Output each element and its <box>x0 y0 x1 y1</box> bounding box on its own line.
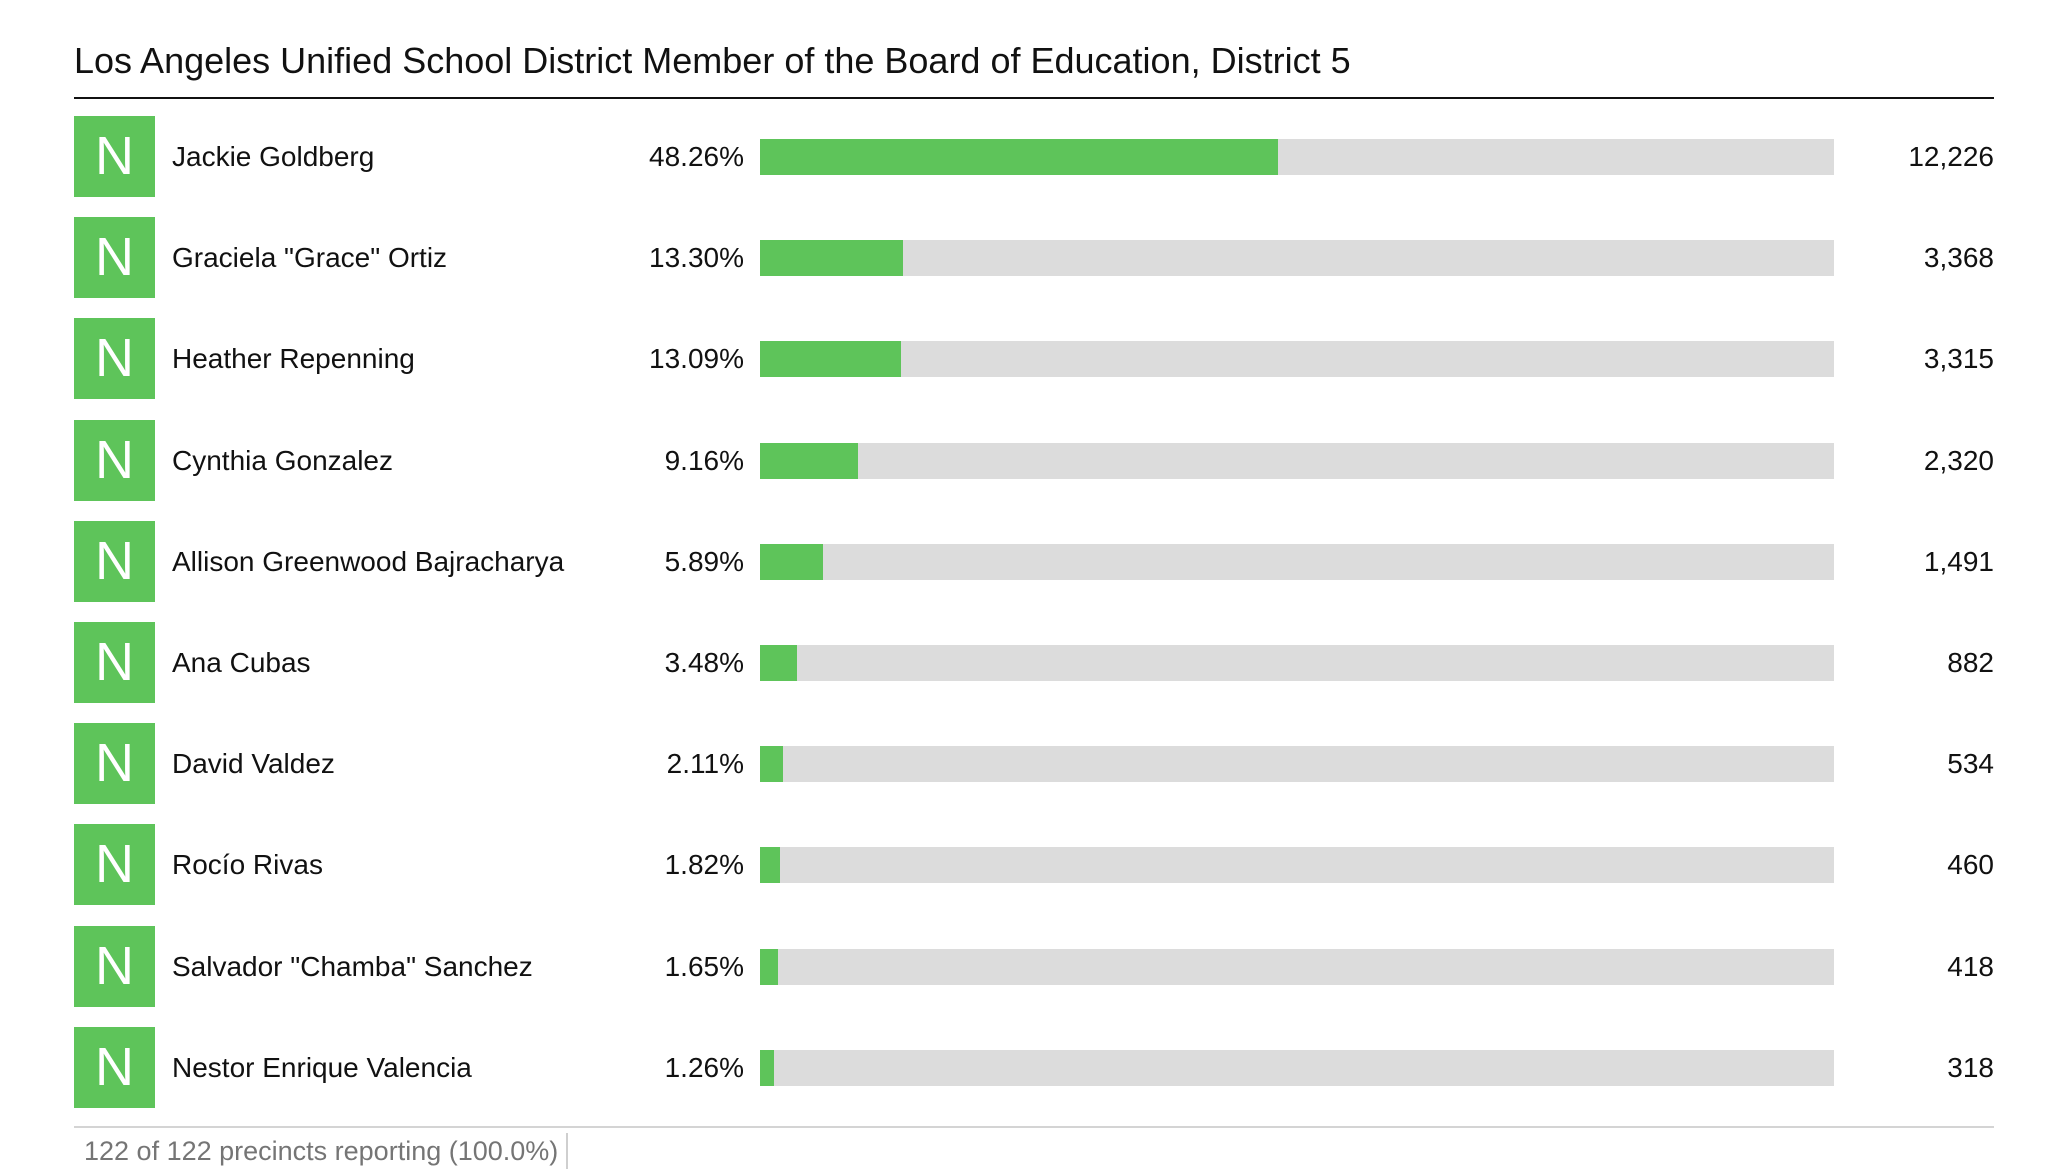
candidate-row: N Nestor Enrique Valencia 1.26% 318 <box>74 1027 1994 1108</box>
candidate-name: Graciela "Grace" Ortiz <box>172 242 448 273</box>
bar-track <box>760 443 1834 479</box>
bar-track <box>760 949 1834 985</box>
candidate-row: N Cynthia Gonzalez 9.16% 2,320 <box>74 420 1994 501</box>
vote-percent-label: 3.48% <box>664 647 744 678</box>
party-badge: N <box>74 723 155 804</box>
candidate-name: David Valdez <box>172 748 335 779</box>
bar-track <box>760 341 1834 377</box>
vote-share-bar <box>760 645 798 681</box>
candidate-name: Cynthia Gonzalez <box>172 445 394 476</box>
chart-title: Los Angeles Unified School District Memb… <box>74 40 1351 81</box>
vote-percent-label: 5.89% <box>664 546 744 577</box>
vote-share-bar <box>760 341 901 377</box>
vote-count: 534 <box>1947 748 1994 779</box>
party-badge: N <box>74 318 155 399</box>
vote-percent-label: 13.09% <box>649 343 744 374</box>
vote-percent-label: 48.26% <box>649 141 744 172</box>
candidate-name: Heather Repenning <box>172 343 415 374</box>
vote-share-bar <box>760 139 1279 175</box>
vote-count: 3,368 <box>1923 242 1994 273</box>
vote-count: 12,226 <box>1908 141 1994 172</box>
vote-share-bar <box>760 746 783 782</box>
candidate-row: N Rocío Rivas 1.82% 460 <box>74 824 1994 905</box>
party-badge: N <box>74 622 155 703</box>
candidate-row: N Jackie Goldberg 48.26% 12,226 <box>74 116 1994 197</box>
vote-count: 418 <box>1947 951 1994 982</box>
bar-track <box>760 544 1834 580</box>
vote-percent-label: 2.11% <box>666 748 744 779</box>
vote-share-bar <box>760 847 780 883</box>
vote-count: 318 <box>1947 1052 1994 1083</box>
bar-track <box>760 746 1834 782</box>
vote-share-bar <box>760 544 824 580</box>
candidate-row: N Heather Repenning 13.09% 3,315 <box>74 318 1994 399</box>
vote-percent-label: 13.30% <box>649 242 744 273</box>
candidate-row: N Allison Greenwood Bajracharya 5.89% 1,491 <box>74 521 1994 602</box>
vote-share-bar <box>760 240 903 276</box>
party-badge: N <box>74 926 155 1007</box>
vote-percent-label: 1.26% <box>664 1052 744 1083</box>
candidate-name: Rocío Rivas <box>172 849 323 880</box>
vote-share-bar <box>760 443 859 479</box>
party-badge: N <box>74 116 155 197</box>
vote-percent-label: 9.16% <box>664 445 744 476</box>
vote-count: 1,491 <box>1923 546 1994 577</box>
party-badge: N <box>74 824 155 905</box>
party-badge: N <box>74 521 155 602</box>
vote-count: 882 <box>1947 647 1994 678</box>
candidate-row: N David Valdez 2.11% 534 <box>74 723 1994 804</box>
bar-track <box>760 139 1834 175</box>
bar-track <box>760 1050 1834 1086</box>
vote-share-bar <box>760 1050 774 1086</box>
party-badge: N <box>74 420 155 501</box>
candidate-name: Salvador "Chamba" Sanchez <box>172 951 533 982</box>
party-badge: N <box>74 1027 155 1108</box>
bar-track <box>760 645 1834 681</box>
title-divider <box>74 97 1994 99</box>
footer-divider <box>74 1126 1994 1128</box>
candidate-name: Jackie Goldberg <box>172 141 375 172</box>
candidate-row: N Salvador "Chamba" Sanchez 1.65% 418 <box>74 926 1994 1007</box>
candidate-name: Ana Cubas <box>172 647 311 678</box>
party-badge: N <box>74 217 155 298</box>
candidate-name: Allison Greenwood Bajracharya <box>172 546 565 577</box>
vote-count: 3,315 <box>1923 343 1994 374</box>
precincts-reporting-text: 122 of 122 precincts reporting (100.0%) <box>84 1133 569 1169</box>
candidate-name: Nestor Enrique Valencia <box>172 1052 472 1083</box>
vote-percent-label: 1.65% <box>664 951 744 982</box>
candidate-row: N Graciela "Grace" Ortiz 13.30% 3,368 <box>74 217 1994 298</box>
vote-percent-label: 1.82% <box>664 849 744 880</box>
bar-track <box>760 847 1834 883</box>
candidate-row: N Ana Cubas 3.48% 882 <box>74 622 1994 703</box>
vote-count: 460 <box>1947 849 1994 880</box>
vote-share-bar <box>760 949 778 985</box>
vote-count: 2,320 <box>1923 445 1994 476</box>
bar-track <box>760 240 1834 276</box>
